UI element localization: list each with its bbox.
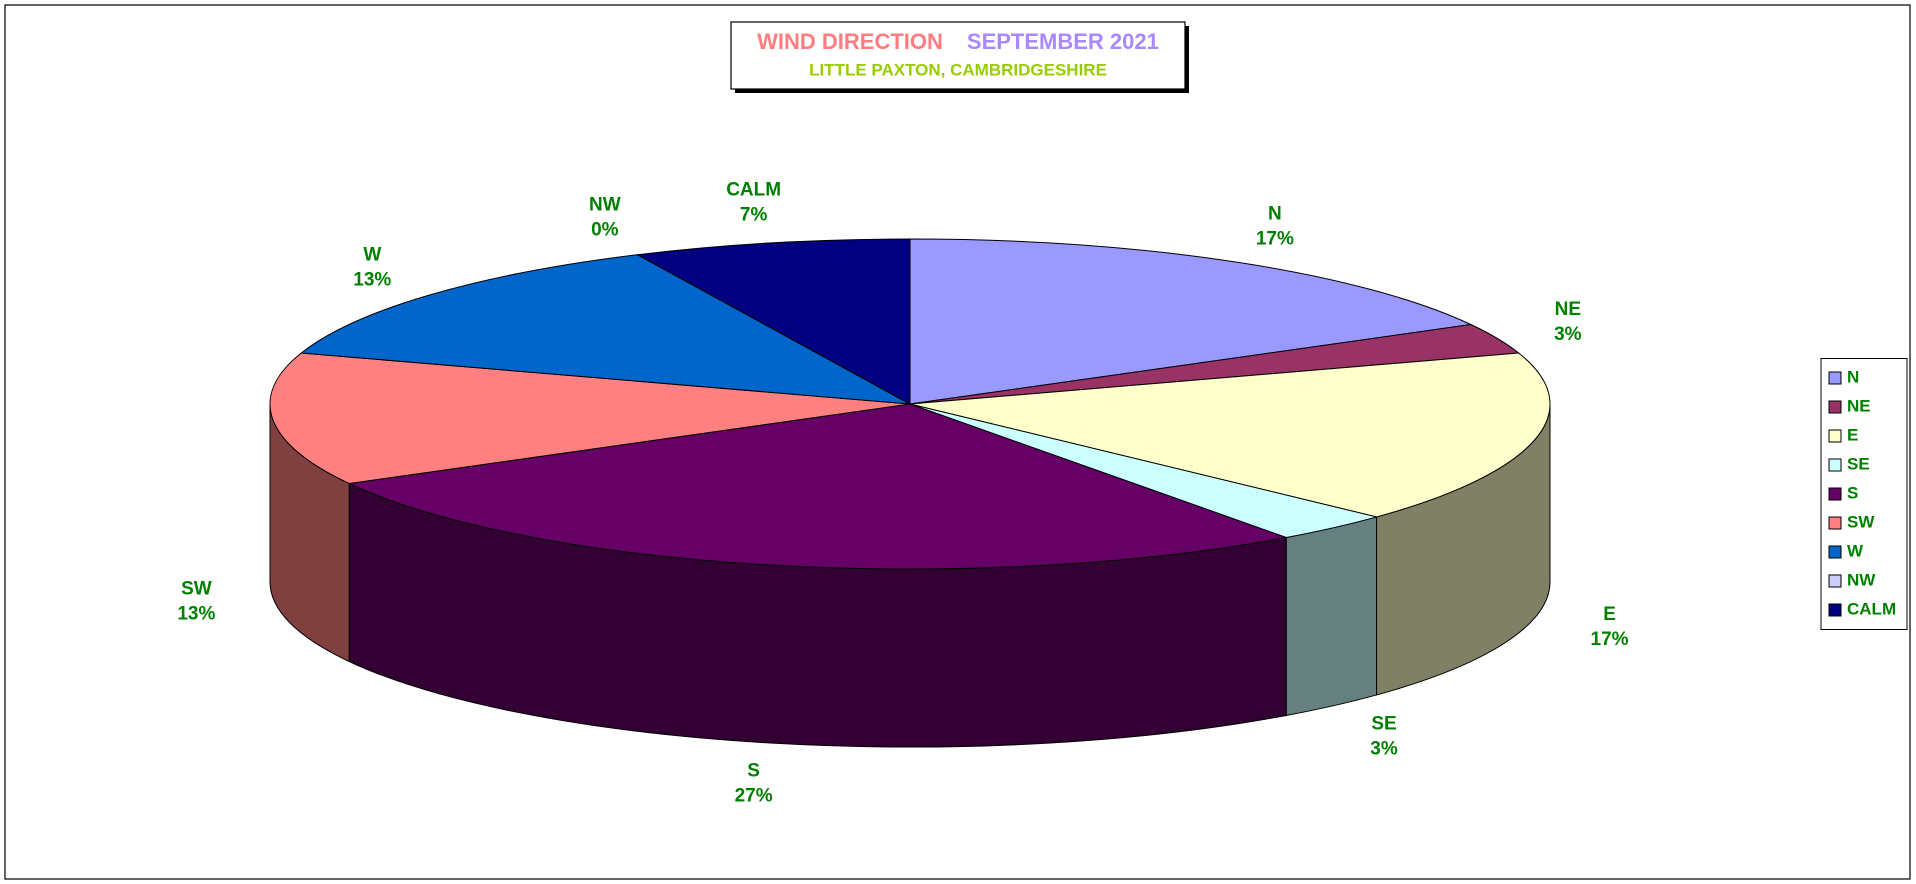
legend-label: SE (1847, 454, 1870, 473)
title-period: SEPTEMBER 2021 (967, 29, 1159, 54)
slice (300, 254, 911, 405)
data-label-name: S (747, 760, 760, 781)
data-label: 3% (1554, 324, 1582, 345)
title-box (730, 21, 1186, 90)
legend-swatch (1828, 429, 1842, 443)
data-label: 7% (740, 205, 768, 226)
legend-swatch (1828, 458, 1842, 472)
data-label-name: CALM (726, 180, 781, 201)
legend-label: NW (1847, 570, 1876, 589)
data-label: 27% (735, 785, 773, 806)
data-label-name: NE (1555, 299, 1581, 320)
slice-side (1285, 516, 1378, 717)
legend-label: W (1847, 541, 1864, 560)
data-label-name: SE (1371, 714, 1396, 735)
title-text: WIND DIRECTION (757, 29, 943, 54)
slice (347, 403, 1289, 570)
legend-label: SW (1847, 512, 1875, 531)
data-label: 17% (1591, 629, 1629, 650)
legend-swatch (1828, 516, 1842, 530)
data-label-name: N (1268, 203, 1282, 224)
data-label: 3% (1370, 739, 1398, 760)
data-label-name: E (1603, 604, 1616, 625)
data-label: 13% (353, 270, 391, 291)
legend-label: N (1847, 367, 1859, 386)
chart-subtitle: LITTLE PAXTON, CAMBRIDGESHIRE (809, 60, 1107, 79)
legend-label: E (1847, 425, 1858, 444)
legend-swatch (1828, 603, 1842, 617)
legend-label: S (1847, 483, 1858, 502)
legend-swatch (1828, 371, 1842, 385)
legend-swatch (1828, 545, 1842, 559)
slice (909, 352, 1551, 518)
legend-swatch (1828, 574, 1842, 588)
slice (269, 352, 911, 485)
data-label-name: NW (589, 194, 621, 215)
legend-swatch (1828, 487, 1842, 501)
data-label-name: SW (181, 578, 212, 599)
data-label: 17% (1256, 228, 1294, 249)
chart-title: WIND DIRECTION SEPTEMBER 2021 (757, 29, 1159, 54)
legend-label: NE (1847, 396, 1871, 415)
legend-label: CALM (1847, 599, 1896, 618)
data-label-name: W (363, 245, 381, 266)
data-label: 0% (591, 219, 619, 240)
data-label: 13% (177, 603, 215, 624)
slice (909, 238, 1473, 405)
legend-swatch (1828, 400, 1842, 414)
slice (635, 238, 911, 405)
